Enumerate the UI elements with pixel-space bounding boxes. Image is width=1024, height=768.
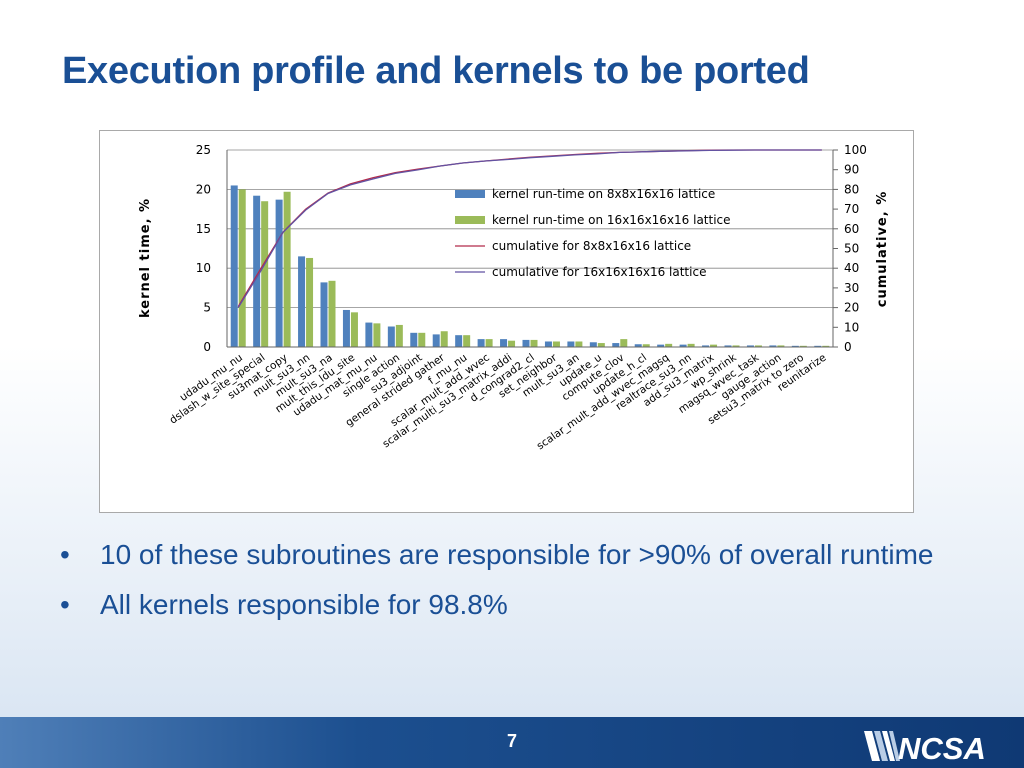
- ncsa-logo-text: NCSA: [898, 731, 986, 763]
- legend: kernel run-time on 8x8x16x16 lattice kern…: [455, 187, 731, 279]
- y-tick-label: 20: [196, 182, 211, 196]
- y-tick-label: 5: [203, 301, 211, 315]
- cumulative-lines: [237, 149, 822, 308]
- cumulative-line: [237, 149, 822, 308]
- legend-swatch: [455, 190, 485, 198]
- bar: [597, 343, 605, 347]
- legend-entry: kernel run-time on 16x16x16x16 lattice: [492, 213, 731, 227]
- bar: [620, 339, 628, 347]
- bar: [634, 344, 642, 347]
- bar: [746, 345, 754, 347]
- bar: [395, 324, 403, 347]
- y2-tick-label: 60: [844, 222, 859, 236]
- bar: [418, 332, 426, 347]
- legend-entry: kernel run-time on 8x8x16x16 lattice: [492, 187, 715, 201]
- bar: [702, 345, 710, 347]
- bar: [791, 345, 799, 347]
- bar: [665, 343, 673, 347]
- y-tick-label: 10: [196, 261, 211, 275]
- bar: [410, 332, 418, 347]
- bar: [777, 345, 785, 347]
- bar: [298, 256, 306, 347]
- bar: [642, 344, 650, 347]
- bar: [455, 335, 463, 347]
- y-axis-title: kernel time, %: [138, 198, 153, 318]
- bar: [799, 345, 807, 347]
- page-number: 7: [506, 731, 517, 751]
- bullet-item: • All kernels responsible for 98.8%: [60, 588, 960, 622]
- legend-entry: cumulative for 16x16x16x16 lattice: [492, 265, 706, 279]
- bar: [589, 342, 597, 347]
- y2-tick-label: 90: [844, 163, 859, 177]
- bar: [387, 326, 395, 347]
- bar: [320, 282, 328, 347]
- bar: [552, 341, 560, 347]
- bullet-item: • 10 of these subroutines are responsibl…: [60, 538, 960, 572]
- bar: [754, 345, 762, 347]
- bar: [328, 280, 336, 347]
- legend-entry: cumulative for 8x8x16x16 lattice: [492, 239, 691, 253]
- bar: [710, 344, 718, 347]
- y-tick-label: 15: [196, 222, 211, 236]
- bar: [440, 331, 448, 347]
- bar: [814, 345, 822, 347]
- y2-tick-label: 30: [844, 281, 859, 295]
- bar: [530, 339, 538, 347]
- bar: [724, 345, 732, 347]
- bar: [230, 185, 238, 347]
- bar: [275, 199, 283, 347]
- bar: [350, 312, 358, 347]
- y2-tick-label: 70: [844, 202, 859, 216]
- bullet-list: • 10 of these subroutines are responsibl…: [60, 538, 960, 638]
- bar: [508, 340, 516, 347]
- bar: [365, 322, 373, 347]
- bar: [822, 345, 830, 347]
- ncsa-logo: NCSA: [864, 731, 986, 763]
- y2-tick-label: 100: [844, 143, 867, 157]
- bullet-dot-icon: •: [60, 539, 70, 570]
- y-tick-label: 0: [203, 340, 211, 354]
- bar: [522, 339, 530, 347]
- bar: [477, 339, 485, 347]
- bar: [732, 345, 740, 347]
- bar: [679, 344, 687, 347]
- y2-tick-label: 50: [844, 242, 859, 256]
- y2-tick-label: 20: [844, 301, 859, 315]
- bar: [261, 201, 269, 347]
- bar: [485, 339, 493, 347]
- bar: [306, 257, 314, 347]
- bar: [769, 345, 777, 347]
- bar: [342, 309, 350, 347]
- y-tick-label: 25: [196, 143, 211, 157]
- y2-axis-title: cumulative, %: [875, 191, 890, 307]
- slide-title: Execution profile and kernels to be port…: [62, 50, 810, 92]
- bar: [567, 341, 575, 347]
- bar: [657, 344, 665, 347]
- bar: [283, 191, 291, 347]
- y2-tick-label: 0: [844, 340, 852, 354]
- bar: [253, 195, 261, 347]
- footer-bar: 7 NCSA: [0, 717, 1024, 768]
- bar: [463, 335, 471, 347]
- bullet-dot-icon: •: [60, 589, 70, 620]
- execution-profile-chart: 05101520250102030405060708090100udadu_mu…: [138, 143, 890, 452]
- bar: [432, 334, 440, 347]
- bar: [238, 189, 246, 347]
- bar: [544, 341, 552, 347]
- y2-tick-label: 80: [844, 182, 859, 196]
- bar: [500, 339, 508, 347]
- bar: [612, 343, 620, 347]
- bar: [575, 341, 583, 347]
- gridlines: [227, 149, 833, 309]
- bars: [230, 185, 830, 347]
- bullet-text: 10 of these subroutines are responsible …: [100, 539, 934, 570]
- y2-tick-label: 40: [844, 261, 859, 275]
- bullet-text: All kernels responsible for 98.8%: [100, 589, 508, 620]
- y2-tick-label: 10: [844, 320, 859, 334]
- chart-frame: 0 5 10 15 20 25 0 10 20 30 40 50 60 70 80 90 100 udadu_mu…: [99, 130, 914, 513]
- ncsa-logo-stripes-icon: [864, 731, 900, 761]
- bar: [687, 343, 695, 347]
- legend-swatch: [455, 216, 485, 224]
- bar: [373, 323, 381, 347]
